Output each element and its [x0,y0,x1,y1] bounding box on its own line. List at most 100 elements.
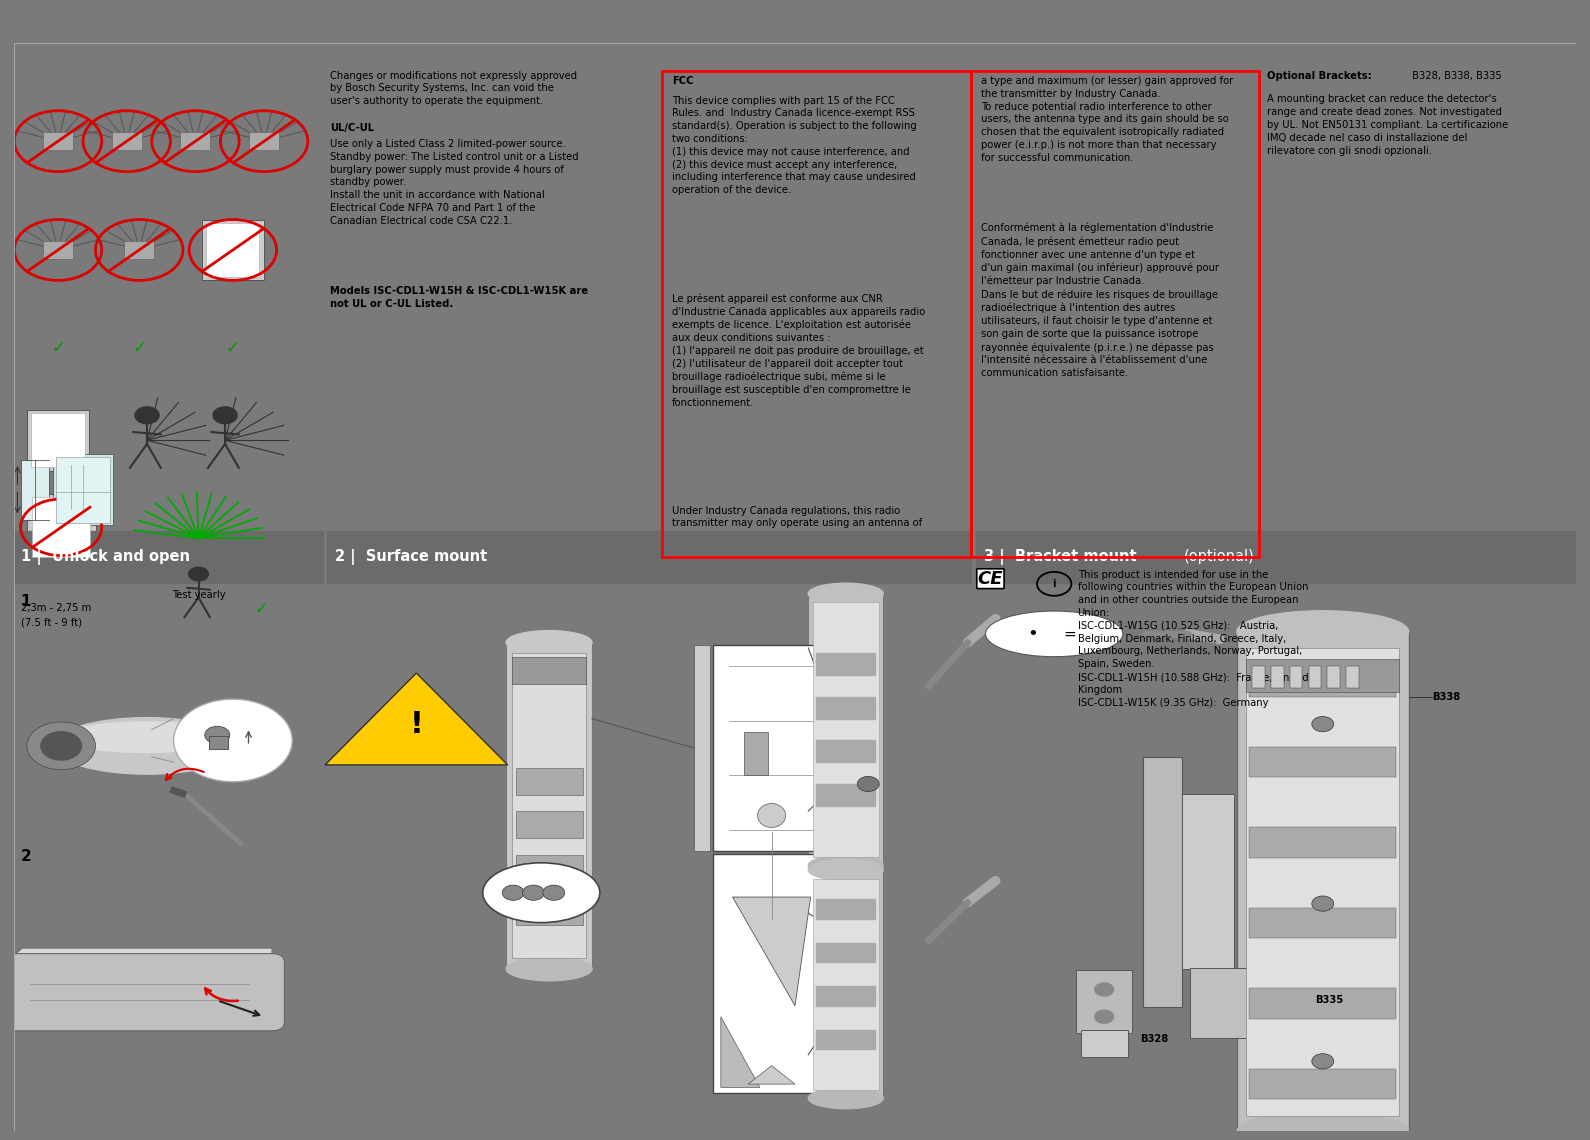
Circle shape [189,568,208,581]
Bar [816,697,876,718]
Bar [14,530,323,583]
Bar [744,732,768,775]
Text: B335: B335 [1315,995,1344,1005]
Text: ✓: ✓ [132,339,146,357]
Bar [515,898,582,926]
Text: A mounting bracket can reduce the detector's
range and create dead zones. Not in: A mounting bracket can reduce the detect… [1267,95,1507,156]
Ellipse shape [54,717,240,774]
Bar [515,767,582,795]
Text: B328, B338, B335: B328, B338, B335 [1409,71,1501,81]
FancyBboxPatch shape [0,953,285,1031]
Bar [816,741,876,763]
Bar [1272,667,1283,689]
Bar [1253,667,1266,689]
Text: Le présent appareil est conforme aux CNR
d'Industrie Canada applicables aux appa: Le présent appareil est conforme aux CNR… [671,293,925,408]
Bar [808,594,882,865]
Bar [812,879,879,1090]
Text: a type and maximum (or lesser) gain approved for
the transmitter by Industry Can: a type and maximum (or lesser) gain appr… [981,76,1234,163]
Bar [124,242,154,259]
Ellipse shape [506,630,591,654]
Circle shape [205,726,231,743]
Text: This device complies with part 15 of the FCC
Rules. and  Industry Canada licence: This device complies with part 15 of the… [671,96,916,195]
Bar [712,645,830,852]
Ellipse shape [506,956,591,980]
Bar [27,409,89,471]
Polygon shape [324,673,507,765]
Polygon shape [749,1066,795,1084]
Bar [54,455,113,526]
Ellipse shape [808,584,882,604]
Circle shape [857,776,879,791]
Text: Use only a Listed Class 2 limited-power source.
Standby power: The Listed contro: Use only a Listed Class 2 limited-power … [331,139,579,226]
Bar [816,1029,876,1049]
Text: 1 |  Unlock and open: 1 | Unlock and open [21,548,189,564]
Bar [43,242,73,259]
Bar [512,653,585,958]
Text: ✓: ✓ [226,339,240,357]
Bar [1289,667,1302,689]
Bar [1237,632,1409,1132]
Circle shape [1312,717,1334,732]
Bar [180,132,210,149]
Text: Conformément à la réglementation d'Industrie
Canada, le présent émetteur radio p: Conformément à la réglementation d'Indus… [981,222,1220,378]
Bar [1347,667,1359,689]
Bar [816,784,876,806]
Bar [1247,659,1399,692]
Text: B338: B338 [1433,692,1460,702]
Bar [32,497,91,557]
Text: FCC: FCC [671,76,693,86]
Circle shape [1312,896,1334,911]
Text: Under Industry Canada regulations, this radio
transmitter may only operate using: Under Industry Canada regulations, this … [671,505,922,528]
Bar [971,71,1259,556]
Bar [210,736,229,749]
Bar [695,645,709,852]
Ellipse shape [483,863,599,922]
Text: Optional Brackets:: Optional Brackets: [1267,71,1371,81]
Ellipse shape [1237,1112,1409,1140]
Ellipse shape [808,1088,882,1109]
Text: Changes or modifications not expressly approved
by Bosch Security Systems, Inc. : Changes or modifications not expressly a… [331,71,577,106]
Text: 2 |  Surface mount: 2 | Surface mount [335,548,488,564]
Bar [1189,968,1269,1039]
Text: ✓: ✓ [254,600,269,618]
Bar [816,986,876,1005]
Text: 3 |  Bracket mount: 3 | Bracket mount [984,548,1142,564]
Bar [506,643,591,969]
Bar [57,457,110,523]
Ellipse shape [757,804,785,828]
Bar [1250,988,1396,1019]
Ellipse shape [808,855,882,876]
Polygon shape [720,1017,760,1088]
Ellipse shape [1237,611,1409,652]
Text: •: • [1027,625,1038,643]
Bar [1250,747,1396,777]
Bar [663,71,971,556]
Bar [512,657,585,684]
Bar [27,494,95,561]
Text: (optional): (optional) [1185,549,1255,564]
Bar [111,132,142,149]
Text: =: = [1064,626,1076,642]
Bar [1247,648,1399,1116]
Text: i: i [1053,579,1056,589]
Circle shape [502,885,525,901]
Circle shape [41,732,81,760]
Bar [808,870,882,1098]
Text: 2: 2 [21,849,32,864]
Circle shape [542,885,564,901]
Circle shape [173,699,293,782]
Bar [250,132,280,149]
Bar [816,899,876,919]
Text: !: ! [410,709,423,739]
Text: This product is intended for use in the
following countries within the European : This product is intended for use in the … [1078,570,1309,708]
Circle shape [1312,1053,1334,1069]
Circle shape [213,407,237,424]
Bar [1328,667,1340,689]
Text: CE: CE [978,570,1003,588]
Bar [515,812,582,838]
Ellipse shape [60,722,232,752]
Circle shape [135,407,159,424]
Circle shape [27,722,95,770]
Text: ✓: ✓ [51,339,65,357]
Circle shape [1096,983,1113,996]
